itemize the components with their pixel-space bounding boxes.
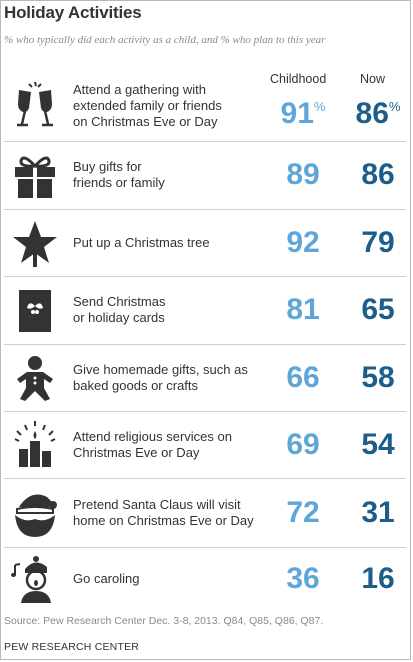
table-row: Pretend Santa Claus will visit home on C… — [1, 478, 412, 547]
childhood-value: 36 — [286, 562, 320, 595]
now-value: 54 — [361, 428, 395, 461]
table-row: Buy gifts for friends or family 89 86 — [1, 141, 412, 209]
activity-label: Attend a gathering with extended family … — [73, 82, 222, 129]
santa-claus-icon — [9, 487, 61, 539]
gift-box-icon — [9, 149, 61, 201]
now-value: 79 — [361, 226, 395, 259]
brand-footer: PEW RESEARCH CENTER — [4, 641, 140, 653]
activity-label: Attend religious services on Christmas E… — [73, 429, 232, 460]
table-row: Give homemade gifts, such as baked goods… — [1, 344, 412, 411]
now-value: 31 — [361, 496, 395, 529]
row-divider — [4, 547, 406, 548]
activity-label: Pretend Santa Claus will visit home on C… — [73, 497, 254, 528]
childhood-value: 69 — [286, 428, 320, 461]
activity-label: Send Christmas or holiday cards — [73, 294, 166, 325]
now-value: 16 — [361, 562, 395, 595]
christmas-tree-icon — [9, 217, 61, 269]
champagne-glasses-icon — [9, 80, 61, 132]
childhood-value: 92 — [286, 226, 320, 259]
chart-title: Holiday Activities — [4, 3, 142, 22]
table-row: Send Christmas or holiday cards 81 65 — [1, 276, 412, 344]
now-value: 58 — [361, 361, 395, 394]
column-header-now: Now — [360, 72, 386, 86]
activity-label: Buy gifts for friends or family — [73, 159, 165, 190]
source-note: Source: Pew Research Center Dec. 3-8, 20… — [4, 615, 324, 627]
percent-sign: % — [313, 99, 326, 114]
now-value: 86 — [361, 158, 395, 191]
childhood-value: 72 — [286, 496, 320, 529]
activity-label: Go caroling — [73, 571, 140, 586]
childhood-value: 66 — [286, 361, 320, 394]
row-divider — [4, 276, 406, 277]
column-header-childhood: Childhood — [270, 72, 327, 86]
childhood-value: 89 — [286, 158, 320, 191]
row-divider — [4, 478, 406, 479]
row-divider — [4, 344, 406, 345]
table-row: Attend religious services on Christmas E… — [1, 411, 412, 478]
gingerbread-man-icon — [9, 352, 61, 404]
table-row: Attend a gathering with extended family … — [1, 63, 412, 141]
now-value: 65 — [361, 293, 395, 326]
activity-label: Give homemade gifts, such as baked goods… — [73, 362, 248, 393]
now-value: 86% — [355, 97, 401, 130]
percent-sign: % — [388, 99, 401, 114]
chart-subtitle: % who typically did each activity as a c… — [4, 34, 326, 46]
childhood-value: 81 — [286, 293, 320, 326]
row-divider — [4, 209, 406, 210]
candles-icon — [9, 419, 61, 471]
activity-label: Put up a Christmas tree — [73, 235, 210, 250]
row-divider — [4, 411, 406, 412]
row-divider — [4, 141, 406, 142]
caroler-icon — [9, 553, 61, 605]
childhood-value: 91% — [280, 97, 326, 130]
table-row: Put up a Christmas tree 92 79 — [1, 209, 412, 276]
table-row: Go caroling 36 16 — [1, 547, 412, 611]
holiday-card-icon — [9, 284, 61, 336]
